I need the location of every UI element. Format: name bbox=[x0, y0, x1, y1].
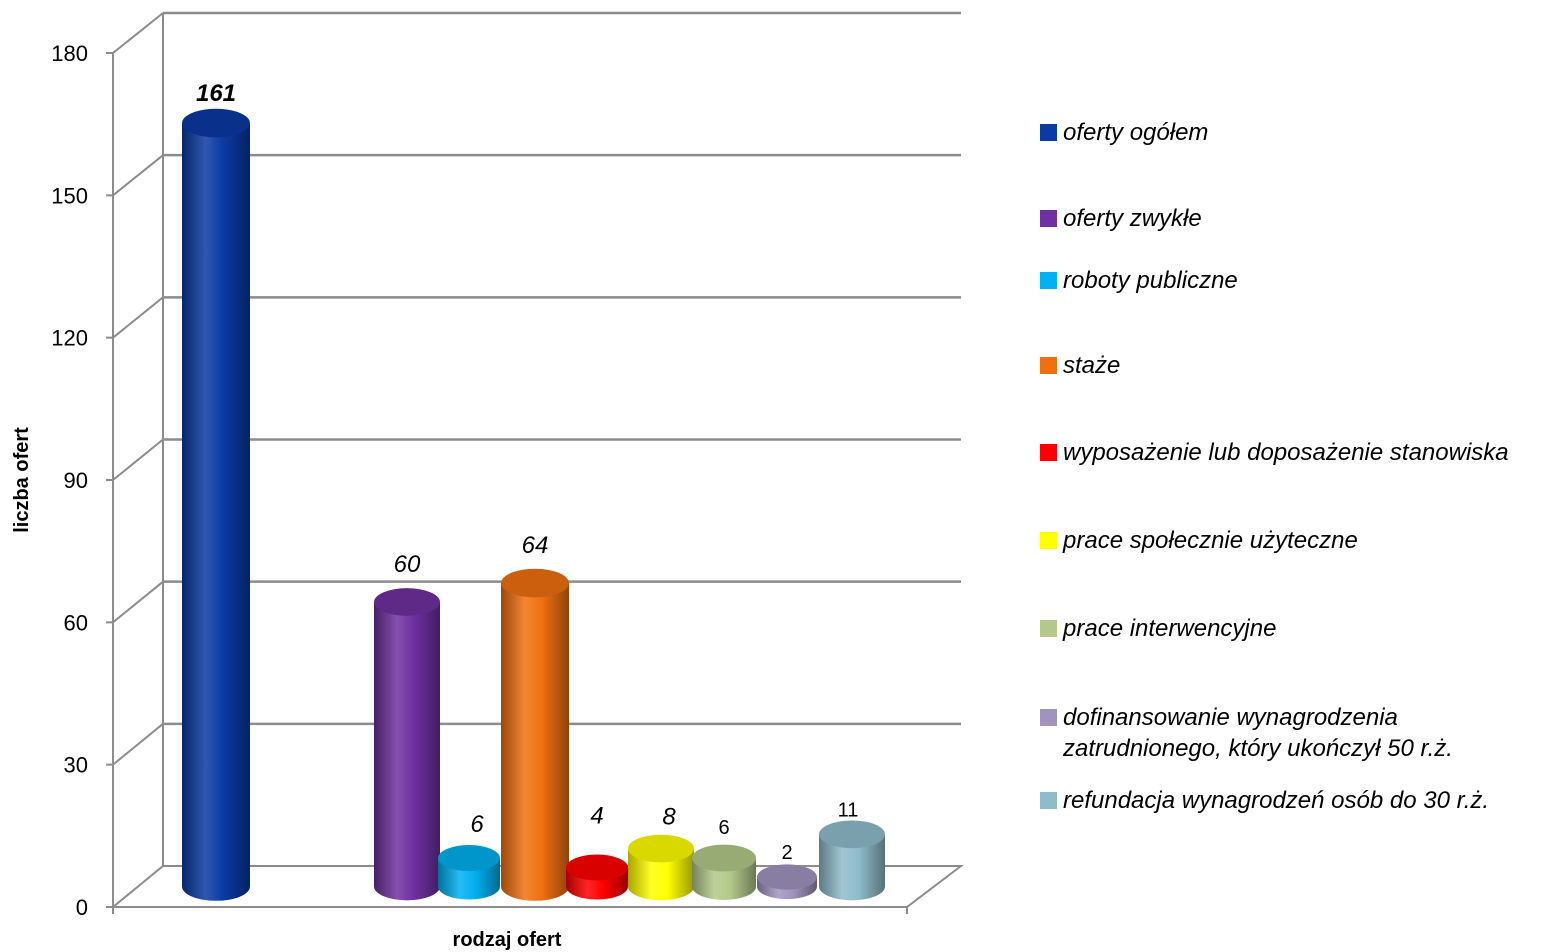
side-gridline bbox=[112, 438, 164, 481]
bar-body bbox=[501, 583, 569, 901]
data-label: 6 bbox=[718, 817, 729, 839]
data-label: 60 bbox=[394, 551, 421, 578]
bar-top bbox=[182, 108, 250, 138]
legend-item: refundacja wynagrodzeń osób do 30 r.ż. bbox=[1040, 785, 1489, 816]
bar-top bbox=[501, 568, 569, 598]
legend-label-line: oferty zwykłe bbox=[1063, 205, 1202, 232]
legend-label: oferty ogółem bbox=[1063, 117, 1208, 148]
bar-2 bbox=[374, 588, 440, 901]
legend-item: prace interwencyjne bbox=[1040, 613, 1276, 644]
legend-label-line: staże bbox=[1063, 352, 1121, 379]
bar-body bbox=[628, 848, 694, 901]
legend-item: oferty ogółem bbox=[1040, 117, 1208, 148]
legend-label: prace społecznie użyteczne bbox=[1063, 525, 1358, 556]
bar-7 bbox=[692, 844, 756, 900]
legend-swatch bbox=[1040, 210, 1057, 227]
legend-item: staże bbox=[1040, 350, 1120, 381]
data-label: 2 bbox=[781, 842, 792, 864]
legend-label: dofinansowanie wynagrodzenia zatrudnioneg… bbox=[1063, 702, 1453, 764]
legend-swatch bbox=[1040, 357, 1057, 374]
legend-swatch bbox=[1040, 532, 1057, 549]
legend-swatch bbox=[1040, 272, 1057, 289]
legend-label-line: refundacja wynagrodzeń osób do 30 r.ż. bbox=[1063, 787, 1490, 814]
side-gridline bbox=[112, 723, 164, 766]
side-gridline bbox=[112, 12, 164, 54]
legend-label-line: zatrudnionego, który ukończył 50 r.ż. bbox=[1063, 735, 1453, 762]
legend-label: refundacja wynagrodzeń osób do 30 r.ż. bbox=[1063, 785, 1489, 816]
legend-item: wyposażenie lub doposażenie stanowiska bbox=[1040, 437, 1509, 468]
legend-label-line: wyposażenie lub doposażenie stanowiska bbox=[1063, 439, 1509, 466]
data-label: 6 bbox=[470, 811, 484, 838]
side-gridline bbox=[112, 580, 164, 624]
legend-item: oferty zwykłe bbox=[1040, 203, 1202, 234]
bar-4 bbox=[501, 568, 569, 901]
legend-item: dofinansowanie wynagrodzenia zatrudnioneg… bbox=[1040, 702, 1453, 764]
legend-label-line: dofinansowanie wynagrodzenia bbox=[1063, 704, 1398, 731]
side-gridline bbox=[112, 296, 164, 339]
y-tick-label: 90 bbox=[64, 468, 88, 493]
legend-swatch bbox=[1040, 444, 1057, 461]
data-label: 64 bbox=[522, 532, 549, 559]
data-label: 161 bbox=[196, 80, 236, 107]
bar-6 bbox=[628, 834, 694, 901]
bar-top bbox=[628, 834, 694, 863]
bar-top bbox=[692, 844, 756, 872]
bar-body bbox=[374, 602, 440, 901]
bar-top bbox=[819, 820, 885, 849]
legend-label-line: prace interwencyjne bbox=[1063, 615, 1277, 642]
bar-top bbox=[757, 864, 817, 890]
legend-label: wyposażenie lub doposażenie stanowiska bbox=[1063, 437, 1509, 468]
bar-5 bbox=[566, 854, 628, 900]
bar-9 bbox=[819, 820, 885, 901]
legend-swatch bbox=[1040, 709, 1057, 726]
legend-label: roboty publiczne bbox=[1063, 265, 1238, 296]
legend-swatch bbox=[1040, 124, 1057, 141]
legend-label-line: prace społecznie użyteczne bbox=[1063, 527, 1358, 554]
bar-3 bbox=[438, 845, 500, 900]
bar-1 bbox=[182, 108, 250, 901]
chart-legend: oferty ogółem oferty zwykłe roboty publicz… bbox=[1040, 0, 1560, 952]
legend-item: roboty publiczne bbox=[1040, 265, 1238, 296]
legend-swatch bbox=[1040, 792, 1057, 809]
y-tick-label: 30 bbox=[64, 753, 88, 778]
x-axis-title: rodzaj ofert bbox=[453, 929, 562, 951]
legend-label-line: roboty publiczne bbox=[1063, 267, 1238, 294]
bar-body bbox=[182, 123, 250, 901]
y-tick-label: 180 bbox=[51, 41, 88, 66]
legend-label: oferty zwykłe bbox=[1063, 203, 1202, 234]
y-tick-label: 0 bbox=[76, 895, 88, 920]
y-axis-title: liczba ofert bbox=[11, 427, 33, 533]
bar-top bbox=[438, 845, 500, 872]
bar-8 bbox=[757, 864, 817, 900]
legend-label: prace interwencyjne bbox=[1063, 613, 1276, 644]
legend-label-line: oferty ogółem bbox=[1063, 119, 1209, 146]
y-tick-label: 150 bbox=[51, 183, 88, 208]
bar-body bbox=[819, 834, 885, 901]
bar-top bbox=[566, 854, 628, 881]
data-label: 4 bbox=[590, 803, 603, 830]
legend-swatch bbox=[1040, 620, 1057, 637]
y-tick-label: 60 bbox=[64, 610, 88, 635]
side-gridline bbox=[112, 154, 164, 197]
y-tick-label: 120 bbox=[51, 326, 88, 351]
data-label: 8 bbox=[662, 804, 676, 831]
data-label: 11 bbox=[838, 799, 859, 821]
bar-top bbox=[374, 588, 440, 616]
legend-item: prace społecznie użyteczne bbox=[1040, 525, 1358, 556]
legend-label: staże bbox=[1063, 350, 1120, 381]
